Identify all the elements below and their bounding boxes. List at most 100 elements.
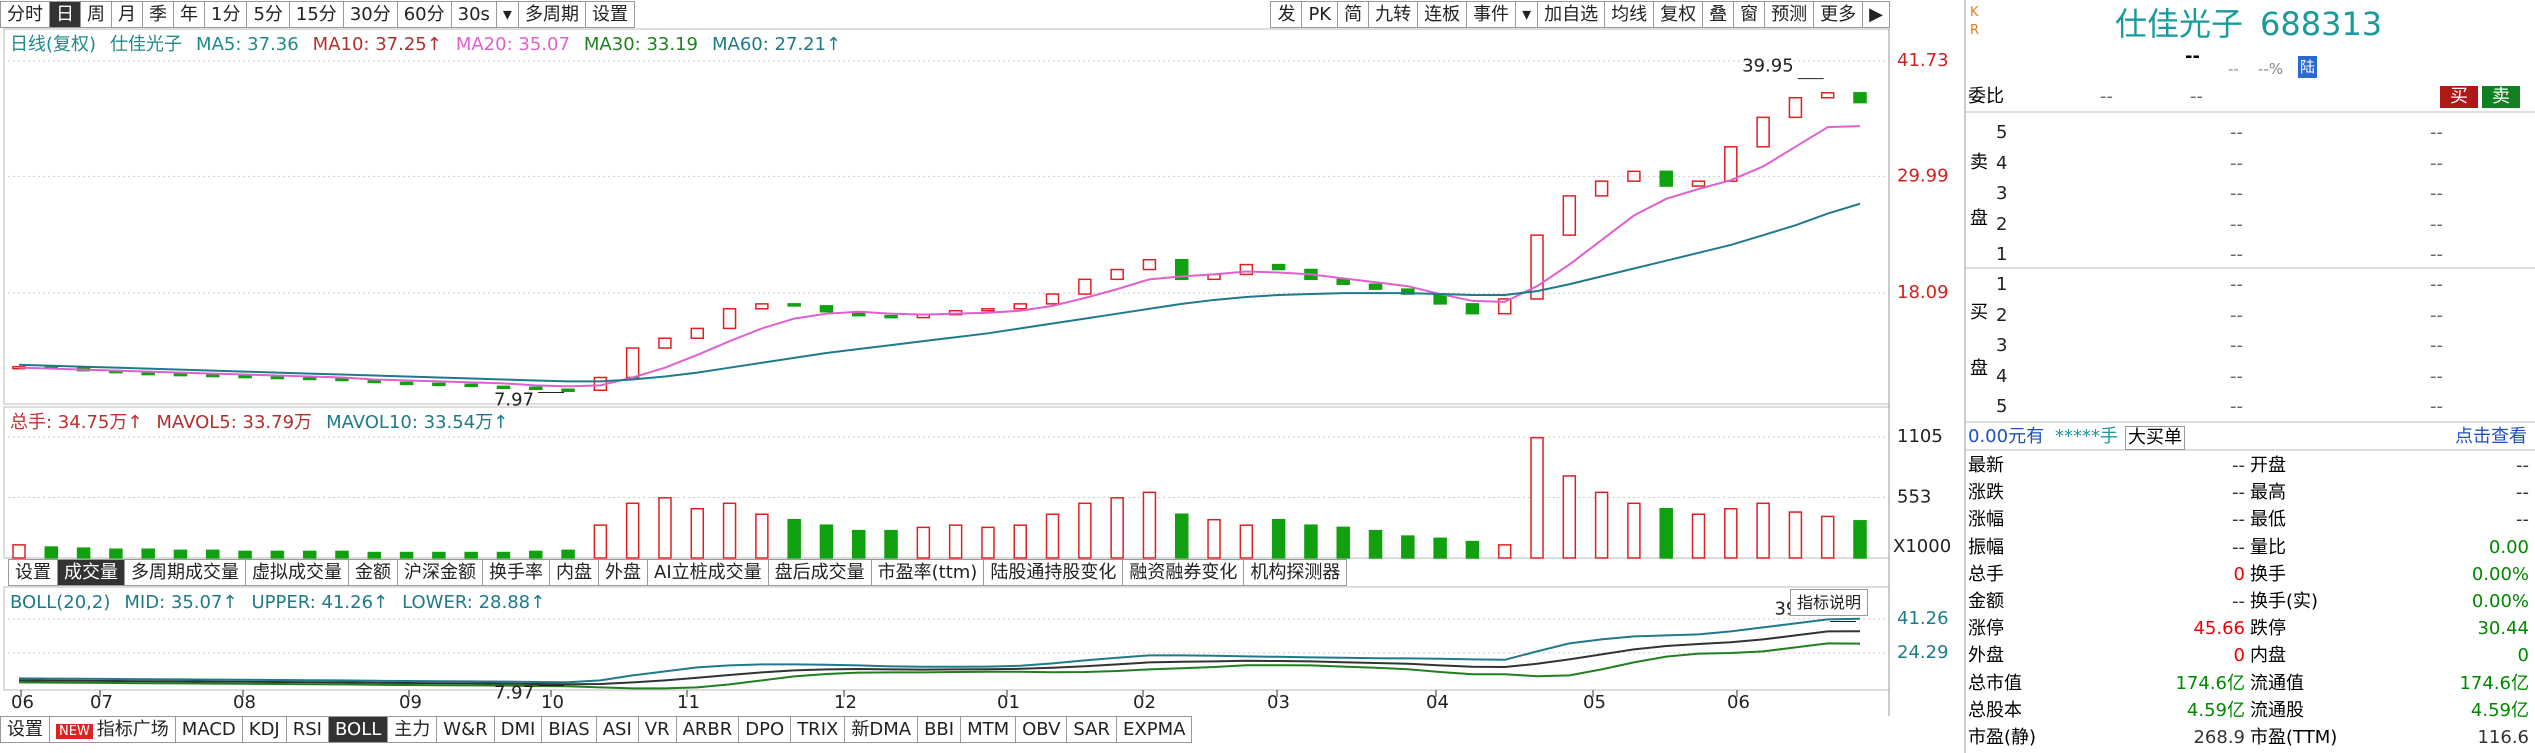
period-button[interactable]: 1分 (204, 1, 248, 28)
bottom-tab[interactable]: MTM (960, 716, 1017, 743)
bottom-tab[interactable]: 新DMA (844, 716, 919, 743)
bottom-tab[interactable]: MACD (174, 716, 243, 743)
tool-button[interactable]: 发 (1270, 1, 1303, 28)
volume-bar (1659, 508, 1673, 559)
indicator-tab[interactable]: 多周期成交量 (124, 559, 246, 586)
bottom-tab[interactable]: ARBR (675, 716, 740, 743)
tool-button[interactable]: PK (1301, 1, 1339, 28)
annotation: 7.97 (494, 390, 534, 411)
period-button[interactable]: 多周期 (517, 1, 586, 28)
flow-hands: *****手 (2055, 426, 2118, 447)
indicator-tab[interactable]: 虚拟成交量 (245, 559, 349, 586)
bottom-tab[interactable]: KDJ (241, 716, 287, 743)
volume-bar (884, 529, 898, 559)
tool-button[interactable]: 九转 (1368, 1, 1419, 28)
period-button[interactable]: ▾ (495, 1, 519, 28)
stat-label: 流通值 (2250, 672, 2304, 694)
indicator-tab[interactable]: AI立桩成交量 (647, 559, 769, 586)
period-button[interactable]: 月 (111, 1, 143, 28)
tool-button[interactable]: 窗 (1733, 1, 1766, 28)
indicator-tab[interactable]: 换手率 (482, 559, 550, 586)
indicator-tab[interactable]: 市盈率(ttm) (870, 559, 985, 586)
bottom-tab[interactable]: W&R (436, 716, 495, 743)
bottom-tab[interactable]: BIAS (541, 716, 597, 743)
volume-bar (948, 524, 963, 559)
volume-bar (464, 551, 478, 559)
bottom-tab[interactable]: EXPMA (1116, 716, 1193, 743)
candle (1820, 92, 1835, 99)
bottom-tab[interactable]: 主力 (387, 716, 438, 743)
period-button[interactable]: 季 (142, 1, 174, 28)
period-button[interactable]: 日 (49, 1, 81, 28)
bottom-tab[interactable]: RSI (285, 716, 329, 743)
period-button[interactable]: 15分 (288, 1, 344, 28)
tool-button[interactable]: 叠 (1702, 1, 1735, 28)
indicator-tab[interactable]: 机构探测器 (1243, 559, 1348, 586)
candle (173, 372, 188, 377)
tool-button[interactable]: ▾ (1515, 1, 1539, 28)
indicator-tab[interactable]: 盘后成交量 (767, 559, 872, 586)
tool-button[interactable]: 预测 (1764, 1, 1815, 28)
indicator-tab[interactable]: 成交量 (57, 559, 125, 586)
indicator-tab[interactable]: 融资融券变化 (1122, 559, 1245, 586)
tool-button[interactable]: ▶ (1862, 1, 1890, 28)
bottom-tab-label: EXPMA (1123, 719, 1186, 740)
tool-button[interactable]: 简 (1337, 1, 1370, 28)
tool-button[interactable]: 均线 (1604, 1, 1655, 28)
indicator-tab[interactable]: 陆股通持股变化 (983, 559, 1124, 586)
buy-button[interactable]: 买 (2440, 86, 2478, 108)
indicator-tab[interactable]: 金额 (348, 559, 398, 586)
period-button[interactable]: 年 (173, 1, 205, 28)
period-button[interactable]: 5分 (246, 1, 290, 28)
period-button[interactable]: 分时 (0, 1, 50, 28)
side-label: 盘 (1970, 208, 1988, 229)
bottom-tab[interactable]: DPO (738, 716, 792, 743)
order-cell: 3 (1996, 335, 2008, 356)
bottom-tabs: 设置 NEW 指标广场 MACD KDJ RSI BOLL 主力 W&R DMI BIAS ASI VR… (0, 716, 1193, 743)
volume-bar (1271, 518, 1286, 559)
order-cell: -- (2430, 304, 2443, 326)
volume-bar (722, 502, 737, 559)
sell-button[interactable]: 卖 (2482, 86, 2520, 108)
indicator-tab[interactable]: 外盘 (598, 559, 648, 586)
bottom-tab[interactable]: NEW 指标广场 (49, 716, 176, 743)
bottom-tab[interactable]: BOLL (328, 716, 389, 743)
indicator-tab[interactable]: 设置 (8, 559, 58, 586)
indicator-tab[interactable]: 沪深金额 (397, 559, 483, 586)
bottom-tab-label: BIAS (548, 719, 590, 740)
candle (1788, 96, 1803, 119)
tool-button[interactable]: 事件 (1466, 1, 1517, 28)
bottom-tab[interactable]: ASI (595, 716, 639, 743)
tool-button[interactable]: 加自选 (1537, 1, 1606, 28)
bottom-tab[interactable]: BBI (917, 716, 962, 743)
candle (1465, 303, 1480, 315)
candle (1724, 146, 1738, 182)
date-label: 02 (1133, 692, 1156, 713)
bottom-tab[interactable]: 设置 (0, 716, 50, 743)
tool-button[interactable]: 更多 (1813, 1, 1864, 28)
indicator-help[interactable]: 指标说明 (1790, 589, 1869, 616)
stat-label: 总手 (1968, 563, 2004, 585)
bottom-tab[interactable]: DMI (493, 716, 543, 743)
period-button[interactable]: 周 (80, 1, 112, 28)
legend-entry: LOWER: 28.88↑ (402, 592, 545, 613)
bottom-tab[interactable]: VR (637, 716, 677, 743)
period-button[interactable]: 设置 (584, 1, 635, 28)
order-cell: -- (2430, 274, 2443, 295)
bottom-tab[interactable]: SAR (1066, 716, 1118, 743)
period-button[interactable]: 30s (450, 1, 497, 28)
annotation: 39.95 (1742, 56, 1794, 77)
y-tick-label: 29.99 (1897, 165, 1949, 186)
bottom-tab[interactable]: OBV (1015, 716, 1068, 743)
tool-button[interactable]: 连板 (1417, 1, 1468, 28)
legend-entry: BOLL(20,2) (10, 592, 110, 613)
volume-bar (916, 526, 931, 559)
period-button[interactable]: 30分 (342, 1, 398, 28)
indicator-tab[interactable]: 内盘 (549, 559, 599, 586)
tool-button[interactable]: 复权 (1653, 1, 1704, 28)
bottom-tab[interactable]: TRIX (790, 716, 846, 743)
flow-link[interactable]: 点击查看 (2455, 426, 2527, 447)
candle (1239, 263, 1254, 276)
period-button[interactable]: 60分 (396, 1, 452, 28)
